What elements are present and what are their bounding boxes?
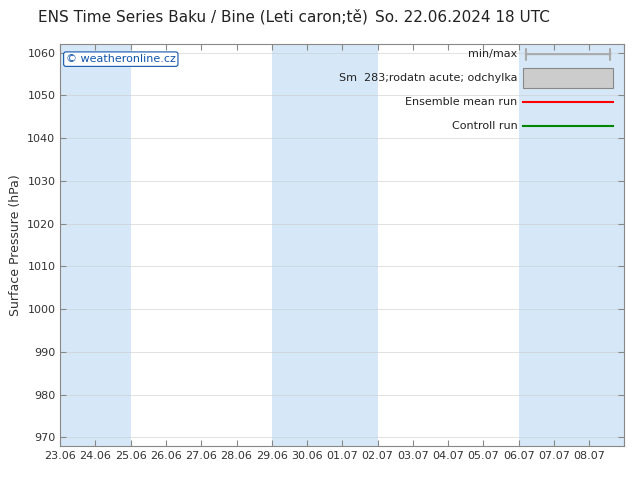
Text: Ensemble mean run: Ensemble mean run xyxy=(405,98,517,107)
Y-axis label: Surface Pressure (hPa): Surface Pressure (hPa) xyxy=(9,174,22,316)
Bar xyxy=(554,44,589,446)
Text: Sm  283;rodatn acute; odchylka: Sm 283;rodatn acute; odchylka xyxy=(339,73,517,83)
Bar xyxy=(96,44,131,446)
Bar xyxy=(519,44,554,446)
Bar xyxy=(60,44,96,446)
Text: min/max: min/max xyxy=(468,49,517,59)
Bar xyxy=(236,44,272,446)
Bar xyxy=(307,44,342,446)
Bar xyxy=(483,44,519,446)
Bar xyxy=(589,44,624,446)
Text: So. 22.06.2024 18 UTC: So. 22.06.2024 18 UTC xyxy=(375,10,550,24)
Text: ENS Time Series Baku / Bine (Leti caron;tě): ENS Time Series Baku / Bine (Leti caron;… xyxy=(38,9,368,25)
Text: © weatheronline.cz: © weatheronline.cz xyxy=(66,54,176,64)
Bar xyxy=(272,44,307,446)
FancyBboxPatch shape xyxy=(523,68,613,88)
Bar xyxy=(378,44,413,446)
Bar xyxy=(166,44,202,446)
Bar xyxy=(131,44,166,446)
Text: Controll run: Controll run xyxy=(451,122,517,131)
Bar xyxy=(413,44,448,446)
Bar xyxy=(342,44,378,446)
Bar xyxy=(448,44,483,446)
Bar xyxy=(202,44,236,446)
